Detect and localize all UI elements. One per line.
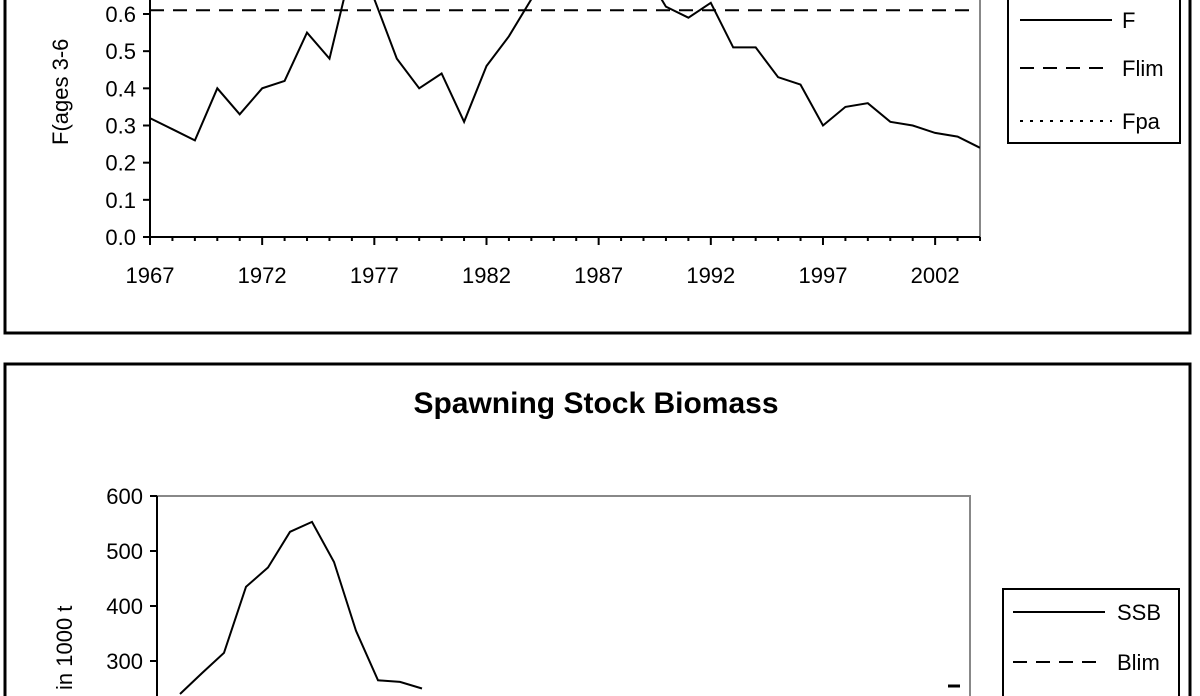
ssb-legend-label-ssb: SSB [1117, 600, 1161, 625]
f-y-tick-label: 0.1 [105, 188, 136, 213]
f-y-tick-label: 0.0 [105, 225, 136, 250]
f-x-tick-label: 2002 [911, 263, 960, 288]
f-x-tick-label: 1992 [686, 263, 735, 288]
ssb-y-tick-label: 500 [106, 539, 143, 564]
ssb-series-layer [179, 520, 423, 695]
ssb-y-tick-label: 600 [106, 484, 143, 509]
f-x-axis: 1967 1972 1977 1982 1987 1992 1997 2002 [126, 236, 981, 288]
f-legend: F Flim Fpa [1007, 0, 1181, 144]
f-x-tick-label: 1982 [462, 263, 511, 288]
f-series-line [150, 0, 980, 149]
f-legend-label-f: F [1122, 8, 1135, 33]
f-x-tick-label: 1967 [126, 263, 175, 288]
ssb-legend-label-blim: Blim [1117, 650, 1160, 675]
f-y-axis: 0.0 0.1 0.2 0.3 0.4 0.5 0.6 [105, 0, 151, 250]
f-x-tick-label: 1987 [574, 263, 623, 288]
ssb-y-tick-label: 300 [106, 649, 143, 674]
ssb-chart-panel: Spawning Stock Biomass in 1000 t 600 500 4… [3, 362, 1192, 696]
f-y-tick-label: 0.3 [105, 114, 136, 139]
f-x-tick-label: 1972 [238, 263, 287, 288]
ssb-y-axis: 600 500 400 300 [106, 484, 158, 696]
f-y-tick-label: 0.2 [105, 151, 136, 176]
f-y-tick-label: 0.6 [105, 2, 136, 27]
f-legend-label-fpa: Fpa [1122, 109, 1161, 134]
ssb-chart-title: Spawning Stock Biomass [413, 387, 778, 420]
ssb-legend: SSB Blim [1002, 588, 1180, 696]
f-chart-panel: F(ages 3-6 0.0 0.1 0.2 0.3 0.4 0.5 0.6 1967 197… [3, 0, 1192, 335]
f-plot-area [149, 0, 981, 238]
ssb-y-axis-title: in 1000 t [52, 606, 77, 690]
ssb-series-line [179, 520, 423, 695]
ssb-legend-box [1002, 588, 1180, 696]
f-y-axis-title: F(ages 3-6 [48, 39, 73, 145]
f-legend-box [1007, 0, 1181, 144]
f-x-tick-label: 1977 [350, 263, 399, 288]
f-series-layer [150, 0, 980, 149]
f-y-tick-label: 0.4 [105, 76, 136, 101]
f-x-tick-label: 1997 [798, 263, 847, 288]
f-legend-label-flim: Flim [1122, 56, 1164, 81]
ssb-y-tick-label: 400 [106, 594, 143, 619]
ssb-plot-area [156, 495, 971, 696]
f-y-tick-label: 0.5 [105, 39, 136, 64]
